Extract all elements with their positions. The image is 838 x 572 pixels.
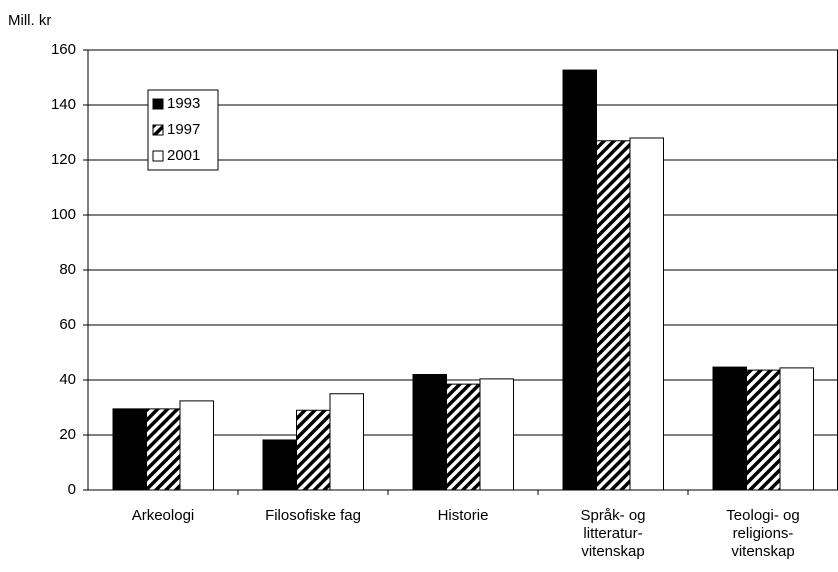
bar bbox=[712, 366, 747, 491]
x-tick-label-line: litteratur- bbox=[583, 525, 642, 542]
bar bbox=[329, 393, 364, 491]
bar bbox=[629, 137, 664, 491]
bar bbox=[262, 439, 297, 491]
bar bbox=[412, 374, 447, 491]
x-tick-label-line: Teologi- og bbox=[726, 507, 799, 524]
bar bbox=[562, 69, 597, 491]
x-tick-label-line: Språk- og bbox=[580, 507, 645, 524]
x-tick-label-line: Filosofiske fag bbox=[265, 507, 361, 524]
y-tick-label: 80 bbox=[59, 261, 76, 278]
x-tick-label: Historie bbox=[438, 507, 489, 524]
y-tick-label: 140 bbox=[51, 96, 76, 113]
y-tick-label: 20 bbox=[59, 426, 76, 443]
y-tick-label: 160 bbox=[51, 41, 76, 58]
y-tick-label: 60 bbox=[59, 316, 76, 333]
x-tick-label: Teologi- og religions-vitenskap bbox=[726, 507, 799, 560]
bar bbox=[112, 408, 147, 491]
x-tick-label-line: vitenskap bbox=[731, 543, 794, 560]
bar bbox=[446, 383, 481, 491]
bar bbox=[779, 367, 814, 491]
y-tick-label: 120 bbox=[51, 151, 76, 168]
x-tick-label: Filosofiske fag bbox=[265, 507, 361, 524]
x-tick-label-line: Historie bbox=[438, 507, 489, 524]
legend-swatch bbox=[152, 124, 164, 136]
x-tick-label-line: vitenskap bbox=[581, 543, 644, 560]
x-tick-label-line: Arkeologi bbox=[132, 507, 195, 524]
bar bbox=[479, 378, 514, 491]
legend-swatch bbox=[152, 98, 164, 110]
y-axis-label: Mill. kr bbox=[8, 12, 51, 29]
y-tick-label: 0 bbox=[68, 481, 76, 498]
legend-swatch bbox=[152, 150, 164, 162]
bar bbox=[746, 369, 781, 491]
legend-label: 1993 bbox=[167, 95, 200, 112]
legend-label: 1997 bbox=[167, 121, 200, 138]
y-tick-label: 100 bbox=[51, 206, 76, 223]
y-tick-label: 40 bbox=[59, 371, 76, 388]
legend-label: 2001 bbox=[167, 147, 200, 164]
bar bbox=[596, 140, 631, 491]
bar bbox=[179, 400, 214, 491]
x-tick-label-line: religions- bbox=[733, 525, 794, 542]
bar bbox=[146, 408, 181, 491]
bar bbox=[296, 409, 331, 491]
x-tick-label: Arkeologi bbox=[132, 507, 195, 524]
x-tick-label: Språk- og litteratur-vitenskap bbox=[580, 507, 645, 560]
